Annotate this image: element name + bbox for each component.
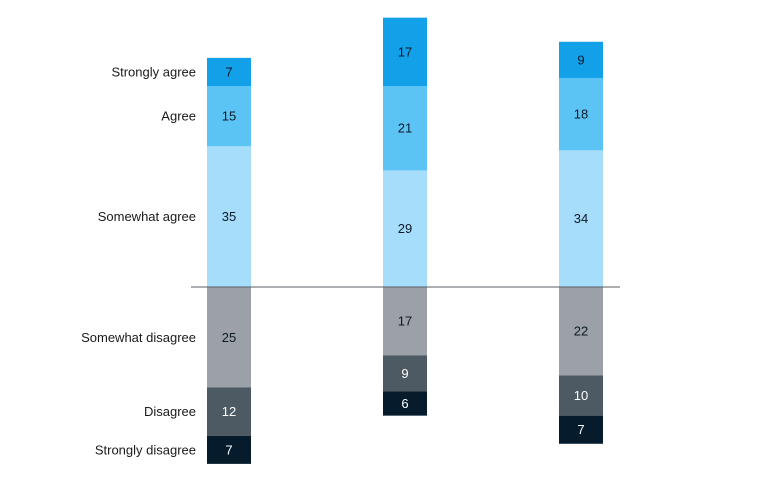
bar-2-somewhat-disagree [383, 287, 427, 356]
data-label-1-agree: 15 [222, 109, 236, 124]
bar-3-somewhat-agree [559, 150, 603, 287]
data-label-2-somewhat-disagree: 17 [398, 314, 412, 329]
category-label-strongly-agree: Strongly agree [111, 64, 196, 79]
data-label-3-strongly-agree: 9 [577, 52, 584, 67]
data-label-1-disagree: 12 [222, 404, 236, 419]
data-label-2-somewhat-agree: 29 [398, 221, 412, 236]
data-label-1-strongly-agree: 7 [225, 64, 232, 79]
category-label-strongly-disagree: Strongly disagree [95, 442, 196, 457]
bar-1-strongly-agree [207, 57, 251, 86]
bar-1-disagree [207, 387, 251, 436]
data-label-3-strongly-disagree: 7 [577, 422, 584, 437]
bars-layer: 35 15 7 25 12 7 29 21 17 17 9 6 34 18 9 22 10 7 [207, 17, 603, 464]
bar-2-disagree [383, 355, 427, 392]
data-label-1-somewhat-disagree: 25 [222, 330, 236, 345]
bar-2-somewhat-agree [383, 170, 427, 287]
category-label-agree: Agree [161, 109, 196, 124]
category-labels: Strongly agree Agree Somewhat agree Somewha… [81, 64, 196, 457]
bar-1-somewhat-disagree [207, 287, 251, 388]
bar-2-strongly-agree [383, 17, 427, 86]
bar-2-strongly-disagree [383, 391, 427, 416]
data-label-3-somewhat-agree: 34 [574, 211, 588, 226]
data-label-2-strongly-disagree: 6 [401, 396, 408, 411]
bar-1-somewhat-agree [207, 146, 251, 287]
data-label-3-disagree: 10 [574, 388, 588, 403]
data-label-2-strongly-agree: 17 [398, 44, 412, 59]
data-label-1-strongly-disagree: 7 [225, 442, 232, 457]
bar-3-strongly-disagree [559, 415, 603, 444]
data-label-2-disagree: 9 [401, 366, 408, 381]
bar-1-strongly-disagree [207, 435, 251, 464]
data-label-3-somewhat-disagree: 22 [574, 324, 588, 339]
bar-3-disagree [559, 375, 603, 416]
data-label-3-agree: 18 [574, 107, 588, 122]
category-label-somewhat-agree: Somewhat agree [98, 209, 196, 224]
data-label-1-somewhat-agree: 35 [222, 209, 236, 224]
bar-1-agree [207, 86, 251, 147]
data-label-2-agree: 21 [398, 121, 412, 136]
bar-2-agree [383, 86, 427, 171]
category-label-somewhat-disagree: Somewhat disagree [81, 330, 196, 345]
bar-3-strongly-agree [559, 41, 603, 78]
bar-3-agree [559, 77, 603, 151]
category-label-disagree: Disagree [144, 404, 196, 419]
bar-3-somewhat-disagree [559, 287, 603, 376]
